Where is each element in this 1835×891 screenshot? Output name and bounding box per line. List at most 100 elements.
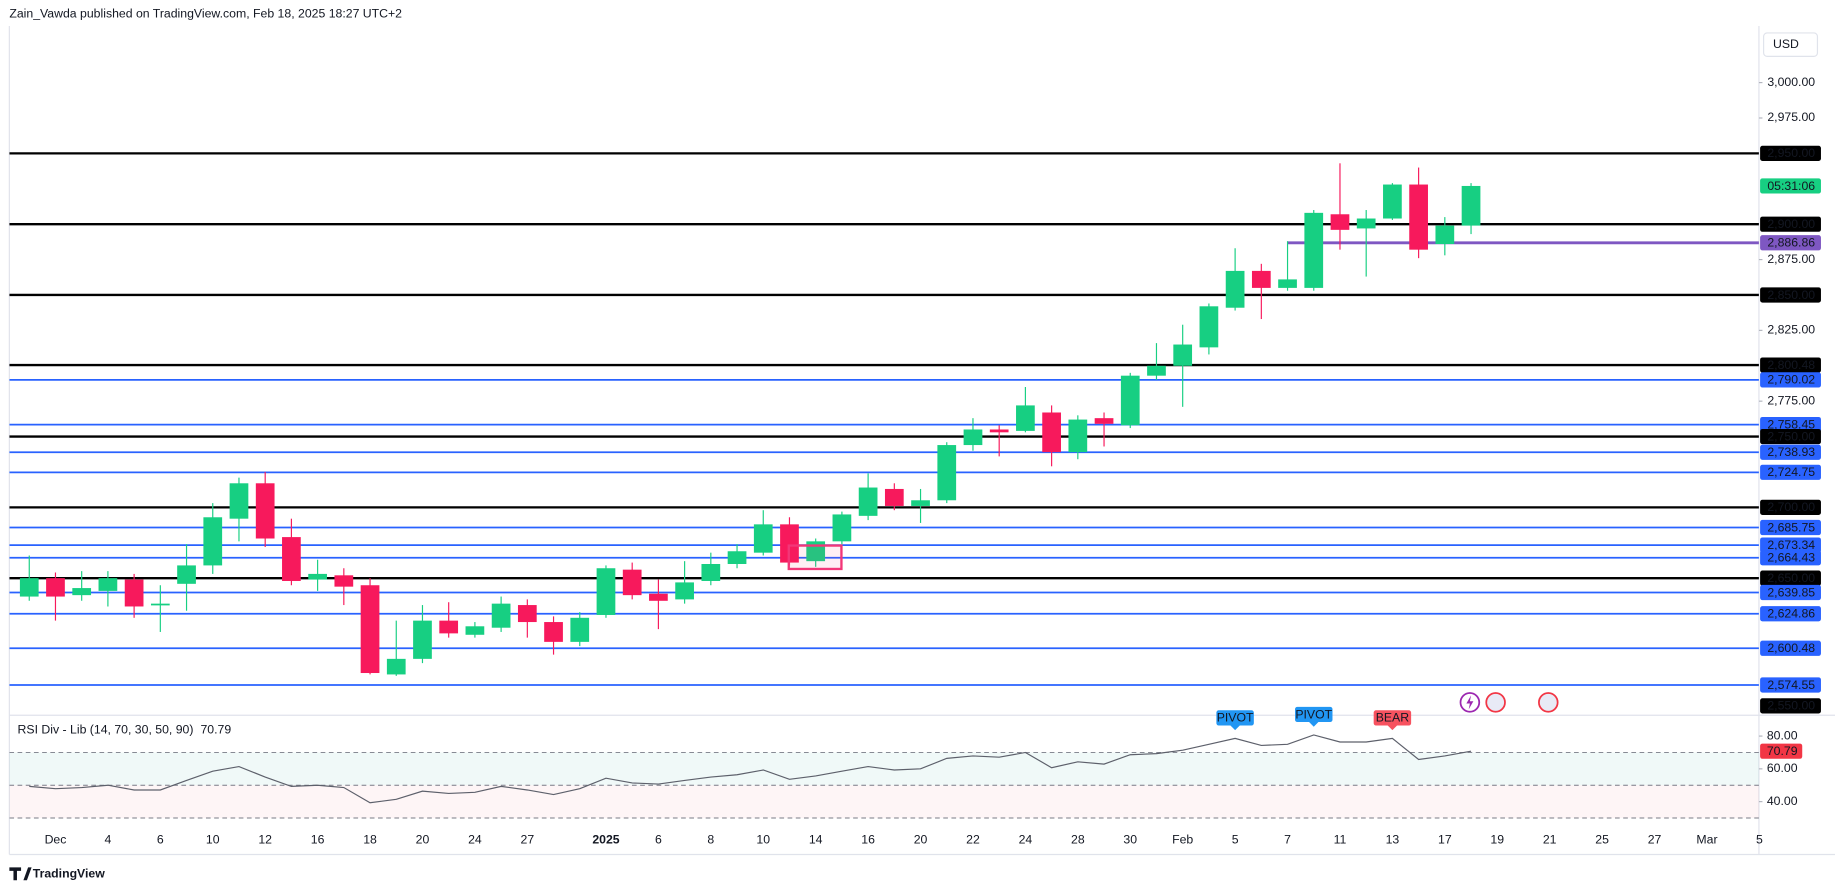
candle-body xyxy=(727,551,747,564)
x-tick-label: 28 xyxy=(1071,833,1085,847)
event-icons xyxy=(1459,692,1559,713)
x-tick-label: 10 xyxy=(206,833,220,847)
x-tick-label: 20 xyxy=(416,833,430,847)
rsi-title: RSI Div - Lib (14, 70, 30, 50, 90) xyxy=(18,723,194,737)
candle-body xyxy=(1199,306,1219,348)
candle-body xyxy=(1251,270,1271,288)
candle-body xyxy=(675,582,694,600)
level-label-box xyxy=(1760,216,1821,232)
candle-body xyxy=(596,568,616,615)
x-tick-label: 5 xyxy=(1756,833,1763,847)
event-icon[interactable] xyxy=(1538,692,1559,713)
level-label-box xyxy=(1760,640,1821,656)
candle-body xyxy=(1173,344,1193,366)
level-label: 2,850.00 xyxy=(1767,288,1815,302)
x-tick-label: Dec xyxy=(45,833,67,847)
event-icon[interactable] xyxy=(1485,692,1506,713)
level-label: 2,685.75 xyxy=(1767,520,1815,534)
candle-body xyxy=(150,603,170,606)
rsi-tick-label: 40.00 xyxy=(1767,794,1798,808)
level-label-box xyxy=(1760,519,1821,536)
x-tick-label: 17 xyxy=(1438,833,1452,847)
x-tick-label: Mar xyxy=(1696,833,1717,847)
level-label-box xyxy=(1760,677,1821,693)
candle-body xyxy=(1330,214,1350,230)
candle-body xyxy=(544,622,563,642)
level-label-box xyxy=(1760,570,1821,586)
x-tick-label: 13 xyxy=(1386,833,1400,847)
x-tick-label: 12 xyxy=(258,833,272,847)
candle-body xyxy=(1356,218,1376,229)
x-tick-label: 2025 xyxy=(592,833,619,847)
brand-name: TradingView xyxy=(33,867,105,881)
candle-body xyxy=(1278,279,1297,288)
candle-body xyxy=(570,617,590,642)
level-label: 2,750.00 xyxy=(1767,429,1815,443)
candle-body xyxy=(884,488,904,506)
level-label-box xyxy=(1760,606,1821,622)
level-label-box xyxy=(1760,428,1821,445)
candle-body xyxy=(491,603,511,628)
candle-body xyxy=(72,588,92,596)
x-tick-label: 25 xyxy=(1595,833,1609,847)
candle-body xyxy=(255,483,275,539)
candle-body xyxy=(1094,418,1114,424)
x-tick-label: 30 xyxy=(1123,833,1137,847)
candle-body xyxy=(1461,185,1481,226)
level-label: 2,800.48 xyxy=(1767,358,1815,372)
currency: USD xyxy=(1773,37,1799,51)
rsi-tick-label: 80.00 xyxy=(1767,728,1798,742)
x-tick-label: 27 xyxy=(1648,833,1662,847)
candle-body xyxy=(1435,225,1455,245)
candle-body xyxy=(1383,184,1402,219)
signal-pointer xyxy=(1309,722,1319,727)
candle-body xyxy=(937,445,957,501)
candle-body xyxy=(360,585,380,674)
level-label: 2,700.00 xyxy=(1767,500,1815,514)
x-tick-label: 7 xyxy=(1284,833,1291,847)
signal-label: PIVOT xyxy=(1217,711,1254,725)
candle-body xyxy=(911,500,930,506)
rsi-value-box xyxy=(1760,743,1803,759)
candle-body xyxy=(1225,270,1245,308)
level-label: 2,639.85 xyxy=(1767,585,1815,599)
candle-body xyxy=(780,524,799,563)
header: Zain_Vawda published on TradingView.com,… xyxy=(9,7,402,21)
candle-body xyxy=(1147,365,1166,376)
x-tick-label: 16 xyxy=(861,833,875,847)
annotation-box xyxy=(787,544,843,571)
signal-box xyxy=(1216,710,1254,726)
level-label: 2,950.00 xyxy=(1767,146,1815,160)
signal-box xyxy=(1295,706,1333,723)
candle-body xyxy=(832,514,852,542)
level-label-box xyxy=(1760,145,1821,161)
currency-box[interactable] xyxy=(1763,32,1819,57)
candle-body xyxy=(308,573,327,580)
overlay: 3,000.00 2,975.00 2,875.00 2,825.00 2,775.00… xyxy=(18,75,1821,847)
candle-body xyxy=(1068,419,1088,453)
x-tick-label: 6 xyxy=(655,833,662,847)
x-tick-label: Feb xyxy=(1172,833,1193,847)
x-tick-label: 20 xyxy=(914,833,928,847)
countdown-box xyxy=(1760,178,1821,194)
level-label: 2,758.45 xyxy=(1767,417,1815,431)
x-tick-label: 24 xyxy=(468,833,482,847)
signal-pointer xyxy=(1387,725,1398,731)
candle-body xyxy=(517,605,537,623)
x-tick-label: 14 xyxy=(809,833,823,847)
signal-box xyxy=(1373,710,1412,726)
rsi-tick-label: 60.00 xyxy=(1767,761,1798,775)
candle-body xyxy=(1016,405,1035,431)
candle-body xyxy=(858,487,878,516)
rsi-line xyxy=(29,734,1472,804)
x-tick-label: 8 xyxy=(707,833,714,847)
candle-body xyxy=(753,524,773,553)
x-tick-label: 24 xyxy=(1019,833,1033,847)
y-tick-label: 2,825.00 xyxy=(1767,323,1815,337)
candle-body xyxy=(334,575,354,587)
candle-body xyxy=(439,620,459,634)
level-label: 2,600.48 xyxy=(1767,641,1815,655)
